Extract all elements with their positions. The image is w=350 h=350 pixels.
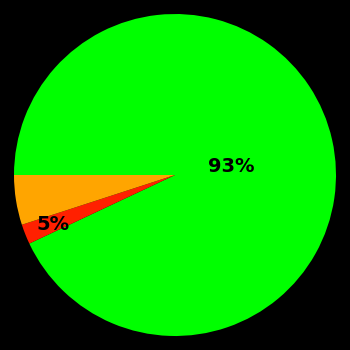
Text: 5%: 5%: [36, 215, 69, 233]
Wedge shape: [14, 175, 175, 225]
Wedge shape: [14, 14, 336, 336]
Text: 93%: 93%: [208, 157, 254, 176]
Wedge shape: [22, 175, 175, 244]
